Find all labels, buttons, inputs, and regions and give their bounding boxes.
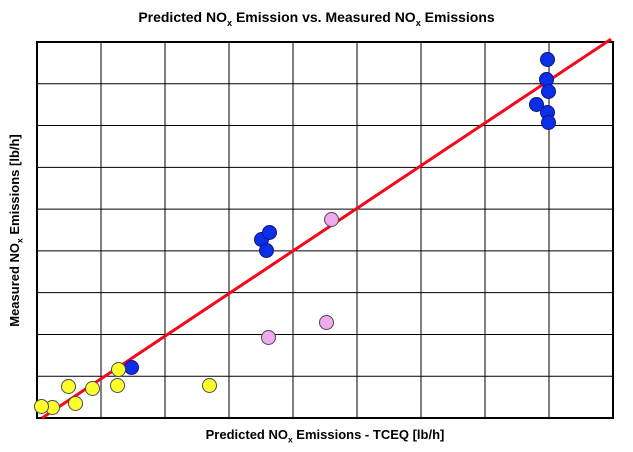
chart-title-text: Emissions bbox=[420, 9, 495, 25]
y-axis-label-subscript: x bbox=[14, 237, 25, 243]
data-point-blue bbox=[123, 359, 139, 375]
plot-border bbox=[36, 41, 614, 419]
data-point-blue bbox=[258, 242, 274, 258]
data-point-blue bbox=[261, 224, 277, 240]
x-axis-label-text: Emissions - TCEQ [lb/h] bbox=[292, 427, 445, 442]
data-point-yellow bbox=[68, 395, 84, 411]
data-point-blue bbox=[541, 115, 556, 131]
plot-area bbox=[34, 37, 614, 420]
parity-line bbox=[41, 37, 612, 420]
data-point-pink bbox=[261, 330, 277, 346]
y-axis-label: Measured NOx Emissions [lb/h] bbox=[1, 42, 27, 418]
x-axis-label: Predicted NOx Emissions - TCEQ [lb/h] bbox=[37, 427, 613, 445]
data-point-yellow bbox=[85, 381, 101, 397]
data-point-blue bbox=[539, 51, 555, 67]
data-point-yellow bbox=[34, 399, 50, 415]
x-axis-label-text: Predicted NO bbox=[205, 427, 288, 442]
data-point-yellow bbox=[61, 379, 76, 395]
data-point-yellow bbox=[110, 377, 126, 393]
chart-title-text: Emission vs. Measured NO bbox=[232, 9, 416, 25]
data-point-pink bbox=[318, 315, 334, 331]
chart-title-subscript: x bbox=[415, 17, 421, 28]
chart-title-subscript: x bbox=[227, 17, 233, 28]
data-point-yellow bbox=[110, 361, 126, 377]
data-point-yellow bbox=[201, 377, 217, 393]
chart-title: Predicted NOx Emission vs. Measured NOx … bbox=[0, 9, 633, 28]
data-point-pink bbox=[324, 211, 340, 227]
data-points-layer bbox=[34, 42, 613, 418]
chart-title-text: Predicted NO bbox=[138, 9, 228, 25]
data-point-blue bbox=[541, 84, 556, 100]
y-axis-label-text: Measured NOx Emissions [lb/h] bbox=[6, 133, 25, 327]
plot-grid-svg bbox=[36, 37, 614, 420]
x-axis-label-subscript: x bbox=[287, 434, 293, 445]
